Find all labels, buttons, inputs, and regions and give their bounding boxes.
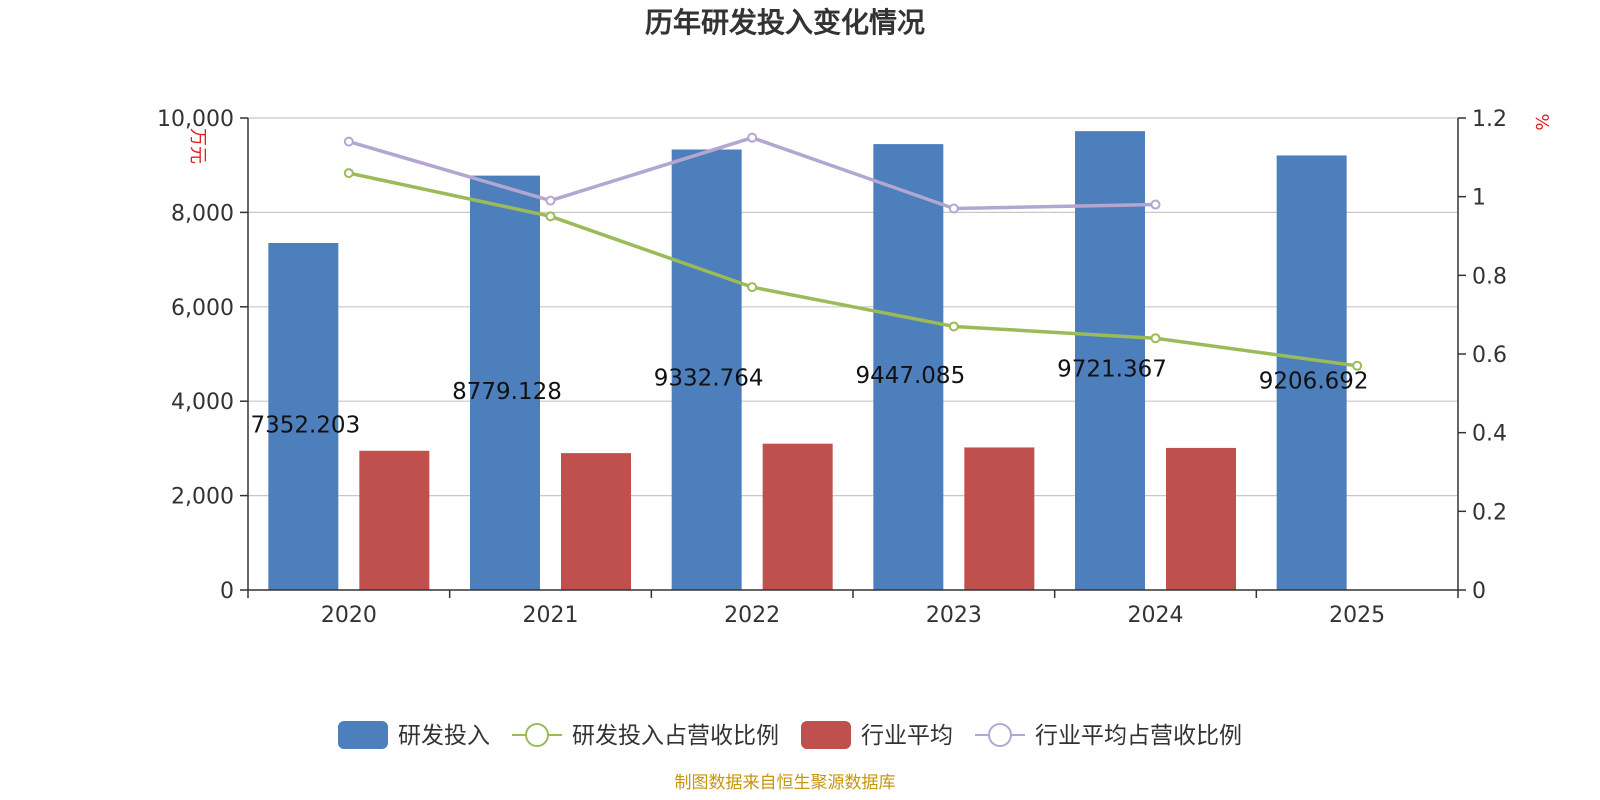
bar-rd-investment bbox=[268, 242, 339, 590]
y-right-tick-label: 0.2 bbox=[1472, 500, 1507, 525]
bar-value-label: 7352.203 bbox=[250, 412, 360, 438]
legend-swatch-marker bbox=[525, 723, 549, 747]
bar-value-label: 9332.764 bbox=[654, 366, 764, 392]
bar-industry-average bbox=[762, 443, 833, 590]
bar-industry-average bbox=[359, 450, 430, 590]
legend-swatch-bar bbox=[338, 721, 388, 749]
y-left-tick-label: 0 bbox=[220, 579, 234, 604]
bar-value-label: 9206.692 bbox=[1259, 369, 1369, 395]
line-point bbox=[747, 282, 758, 293]
x-tick-label: 2021 bbox=[523, 603, 579, 628]
series-line bbox=[348, 171, 1358, 368]
y-right-unit: % bbox=[1531, 113, 1552, 130]
y-right-tick-label: 0.8 bbox=[1472, 264, 1507, 289]
x-tick-label: 2023 bbox=[926, 603, 982, 628]
line-point bbox=[1150, 199, 1161, 210]
data-labels: 7352.203 8779.128 9332.764 9447.085 9721.367… bbox=[250, 357, 1368, 439]
y-left-tick-label: 4,000 bbox=[171, 390, 234, 415]
bar-value-label: 8779.128 bbox=[452, 379, 562, 405]
bar-value-label: 9721.367 bbox=[1057, 357, 1167, 383]
legend-label: 行业平均 bbox=[861, 723, 953, 749]
x-tick-label: 2025 bbox=[1329, 603, 1385, 628]
line-point bbox=[1352, 360, 1363, 371]
axes: 0 2,000 4,000 6,000 8,000 10,000 0 0.2 0.4 0.6 0.8… bbox=[157, 107, 1552, 628]
y-right-tick-label: 0.6 bbox=[1472, 343, 1507, 368]
bar-value-label: 9447.085 bbox=[855, 363, 965, 389]
bar-rd-investment bbox=[1276, 155, 1347, 590]
bar-rd-investment bbox=[470, 175, 540, 590]
bar-industry-average bbox=[1166, 447, 1236, 590]
legend-label: 行业平均占营收比例 bbox=[1035, 723, 1242, 749]
chart-title: 历年研发投入变化情况 bbox=[645, 6, 925, 39]
legend-label: 研发投入占营收比例 bbox=[572, 723, 779, 749]
source-note: 制图数据来自恒生聚源数据库 bbox=[675, 773, 896, 793]
line-point bbox=[545, 211, 556, 222]
line-point bbox=[747, 132, 758, 143]
bar-industry-average bbox=[561, 453, 631, 590]
line-point bbox=[1150, 333, 1161, 344]
bar-industry-average bbox=[964, 447, 1035, 590]
bar-rd-investment bbox=[873, 144, 944, 590]
line-point bbox=[948, 321, 959, 332]
x-tick-label: 2020 bbox=[321, 603, 377, 628]
bar-rd-investment bbox=[671, 149, 742, 591]
legend-swatch-bar bbox=[801, 721, 851, 749]
y-left-unit: 万元 bbox=[187, 128, 208, 164]
line-point bbox=[343, 136, 354, 147]
legend-swatch-marker bbox=[988, 723, 1012, 747]
y-left-tick-label: 2,000 bbox=[171, 485, 234, 510]
bars bbox=[268, 131, 1347, 591]
y-right-tick-label: 1.2 bbox=[1472, 107, 1507, 132]
legend: 研发投入 研发投入占营收比例 行业平均 行业平均占营收比例 bbox=[338, 721, 1242, 749]
line-point bbox=[343, 168, 354, 179]
x-tick-label: 2022 bbox=[724, 603, 780, 628]
lines bbox=[343, 132, 1363, 371]
y-right-tick-label: 0 bbox=[1472, 579, 1486, 604]
line-point bbox=[545, 195, 556, 206]
line-point bbox=[948, 203, 959, 214]
y-right-tick-label: 0.4 bbox=[1472, 422, 1507, 447]
y-left-tick-label: 10,000 bbox=[157, 107, 234, 132]
y-left-tick-label: 8,000 bbox=[171, 201, 234, 226]
legend-label: 研发投入 bbox=[398, 723, 490, 749]
x-tick-label: 2024 bbox=[1128, 603, 1184, 628]
y-right-tick-label: 1 bbox=[1472, 186, 1486, 211]
y-left-tick-label: 6,000 bbox=[171, 296, 234, 321]
bar-rd-investment bbox=[1075, 131, 1145, 590]
